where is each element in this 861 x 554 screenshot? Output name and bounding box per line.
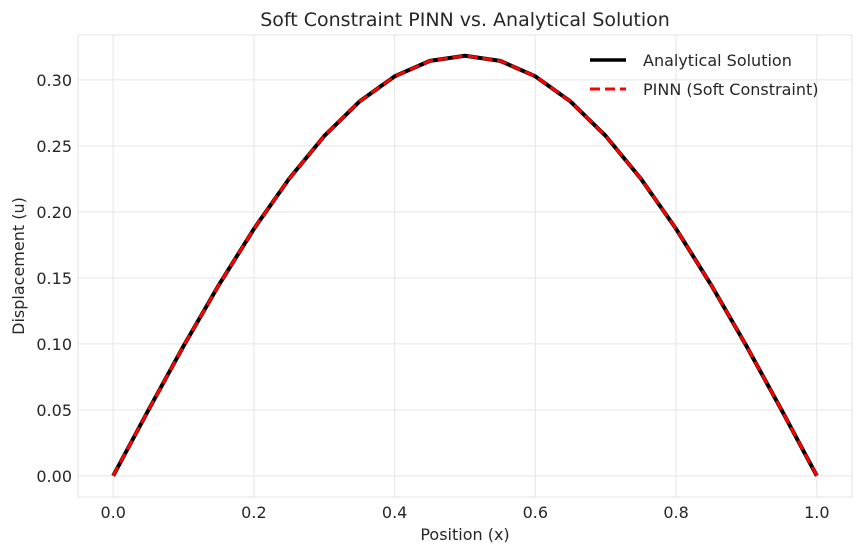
- y-tick-label: 0.00: [36, 467, 72, 486]
- legend-label-analytical: Analytical Solution: [643, 51, 792, 70]
- x-tick-label: 1.0: [804, 503, 829, 522]
- y-tick-label: 0.30: [36, 71, 72, 90]
- x-axis-label: Position (x): [420, 525, 509, 544]
- y-tick-label: 0.05: [36, 401, 72, 420]
- x-tick-label: 0.2: [241, 503, 266, 522]
- chart-title: Soft Constraint PINN vs. Analytical Solu…: [260, 9, 670, 31]
- x-tick-label: 0.6: [523, 503, 548, 522]
- series-layer: [111, 53, 819, 477]
- x-tick-label: 0.4: [382, 503, 407, 522]
- x-tick-label: 0.0: [100, 503, 125, 522]
- y-tick-label: 0.25: [36, 137, 72, 156]
- grid: [78, 35, 852, 497]
- legend: Analytical Solution PINN (Soft Constrain…: [590, 51, 818, 99]
- y-axis-label: Displacement (u): [9, 197, 28, 335]
- series-line-pinn: [111, 54, 819, 477]
- legend-label-pinn: PINN (Soft Constraint): [643, 80, 818, 99]
- y-tick-labels: 0.00 0.05 0.10 0.15 0.20 0.25 0.30: [36, 71, 72, 486]
- y-tick-label: 0.20: [36, 203, 72, 222]
- x-tick-labels: 0.0 0.2 0.4 0.6 0.8 1.0: [100, 503, 829, 522]
- y-tick-label: 0.15: [36, 269, 72, 288]
- plot-area-frame: [77, 34, 853, 498]
- series-line-analytical: [111, 53, 819, 477]
- y-tick-label: 0.10: [36, 335, 72, 354]
- x-tick-label: 0.8: [663, 503, 688, 522]
